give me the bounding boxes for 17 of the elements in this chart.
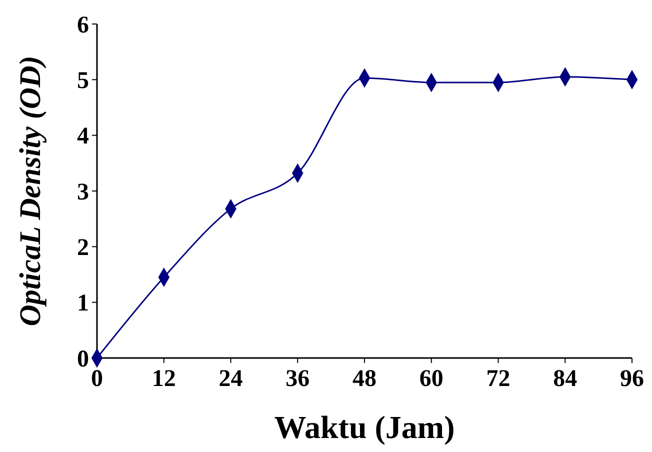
- x-axis-title: Waktu (Jam): [274, 409, 455, 445]
- y-tick-label: 0: [77, 346, 89, 372]
- x-tick-label: 96: [620, 366, 644, 392]
- x-tick-label: 84: [553, 366, 578, 392]
- x-tick-label: 48: [352, 366, 376, 392]
- y-tick-label: 1: [77, 290, 89, 317]
- x-tick-label: 60: [419, 366, 444, 392]
- x-tick-label: 24: [218, 366, 243, 392]
- y-tick-label: 5: [77, 68, 89, 94]
- y-tick-label: 3: [77, 179, 89, 206]
- y-tick-label: 2: [77, 235, 89, 262]
- x-tick-label: 72: [486, 366, 510, 392]
- x-tick-label: 12: [152, 366, 176, 392]
- y-tick-label: 4: [77, 124, 89, 150]
- y-tick-label: 6: [77, 12, 89, 38]
- y-axis-title: OpticaL Density (OD): [14, 56, 47, 326]
- x-tick-label: 36: [286, 366, 310, 392]
